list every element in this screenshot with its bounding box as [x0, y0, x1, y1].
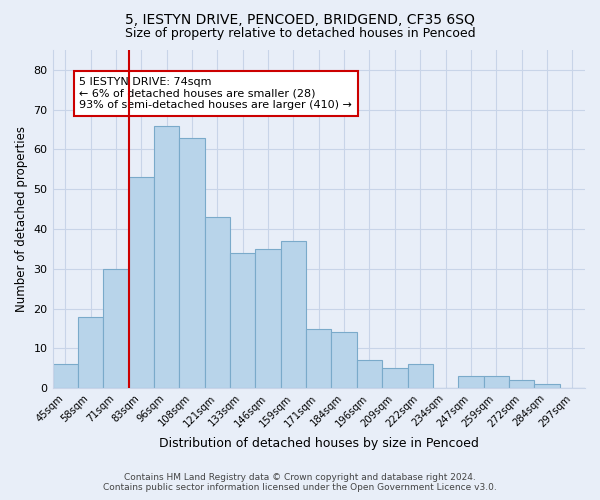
- Bar: [154, 126, 179, 388]
- Bar: [256, 249, 281, 388]
- Bar: [331, 332, 357, 388]
- Bar: [306, 328, 331, 388]
- Bar: [179, 138, 205, 388]
- Bar: [534, 384, 560, 388]
- Bar: [382, 368, 407, 388]
- Bar: [484, 376, 509, 388]
- Bar: [103, 269, 128, 388]
- Bar: [407, 364, 433, 388]
- Text: 5, IESTYN DRIVE, PENCOED, BRIDGEND, CF35 6SQ: 5, IESTYN DRIVE, PENCOED, BRIDGEND, CF35…: [125, 12, 475, 26]
- Bar: [458, 376, 484, 388]
- Bar: [230, 253, 256, 388]
- Text: Size of property relative to detached houses in Pencoed: Size of property relative to detached ho…: [125, 28, 475, 40]
- Bar: [53, 364, 78, 388]
- Bar: [205, 217, 230, 388]
- Bar: [128, 178, 154, 388]
- Bar: [509, 380, 534, 388]
- Text: 5 IESTYN DRIVE: 74sqm
← 6% of detached houses are smaller (28)
93% of semi-detac: 5 IESTYN DRIVE: 74sqm ← 6% of detached h…: [79, 77, 352, 110]
- Bar: [357, 360, 382, 388]
- Bar: [281, 241, 306, 388]
- Bar: [78, 316, 103, 388]
- X-axis label: Distribution of detached houses by size in Pencoed: Distribution of detached houses by size …: [159, 437, 479, 450]
- Text: Contains HM Land Registry data © Crown copyright and database right 2024.
Contai: Contains HM Land Registry data © Crown c…: [103, 473, 497, 492]
- Y-axis label: Number of detached properties: Number of detached properties: [15, 126, 28, 312]
